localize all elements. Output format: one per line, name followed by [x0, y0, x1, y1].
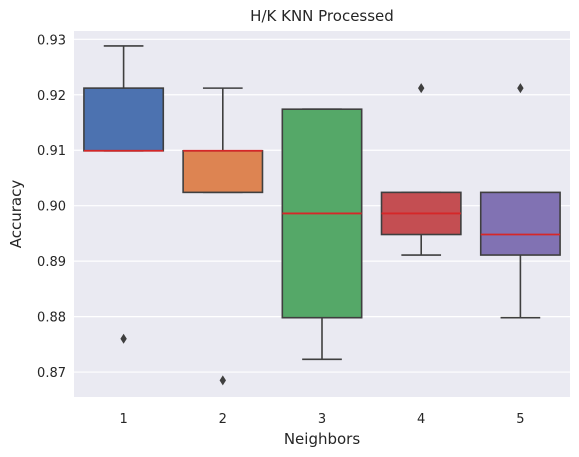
x-tick-label: 3 — [318, 412, 326, 427]
y-tick-label: 0.87 — [37, 366, 66, 381]
box-2 — [182, 87, 264, 386]
box-body — [479, 191, 561, 256]
box-body — [182, 149, 264, 194]
box-body — [83, 87, 165, 152]
x-axis-label: Neighbors — [284, 430, 361, 448]
outlier-point — [517, 83, 524, 94]
outlier-point — [418, 83, 425, 94]
box-3 — [281, 108, 363, 361]
box-4 — [380, 83, 462, 256]
y-tick-label: 0.93 — [37, 33, 66, 48]
y-tick-label: 0.91 — [37, 144, 66, 159]
x-tick-labels: 1 2 3 4 5 — [119, 412, 524, 427]
y-tick-label: 0.89 — [37, 255, 66, 270]
x-tick-label: 4 — [417, 412, 425, 427]
box-5 — [479, 83, 561, 319]
box-1 — [83, 45, 165, 344]
boxes-group — [83, 45, 561, 386]
y-axis-label: Accuracy — [7, 180, 25, 249]
y-tick-label: 0.90 — [37, 200, 66, 215]
y-tick-labels: 0.87 0.88 0.89 0.90 0.91 0.92 0.93 — [37, 33, 66, 381]
y-tick-label: 0.92 — [37, 89, 66, 104]
outlier-point — [219, 375, 226, 386]
x-tick-label: 2 — [219, 412, 227, 427]
outlier-point — [120, 333, 127, 344]
y-tick-label: 0.88 — [37, 311, 66, 326]
x-tick-label: 5 — [516, 412, 524, 427]
chart-title: H/K KNN Processed — [250, 7, 394, 25]
x-tick-label: 1 — [119, 412, 127, 427]
